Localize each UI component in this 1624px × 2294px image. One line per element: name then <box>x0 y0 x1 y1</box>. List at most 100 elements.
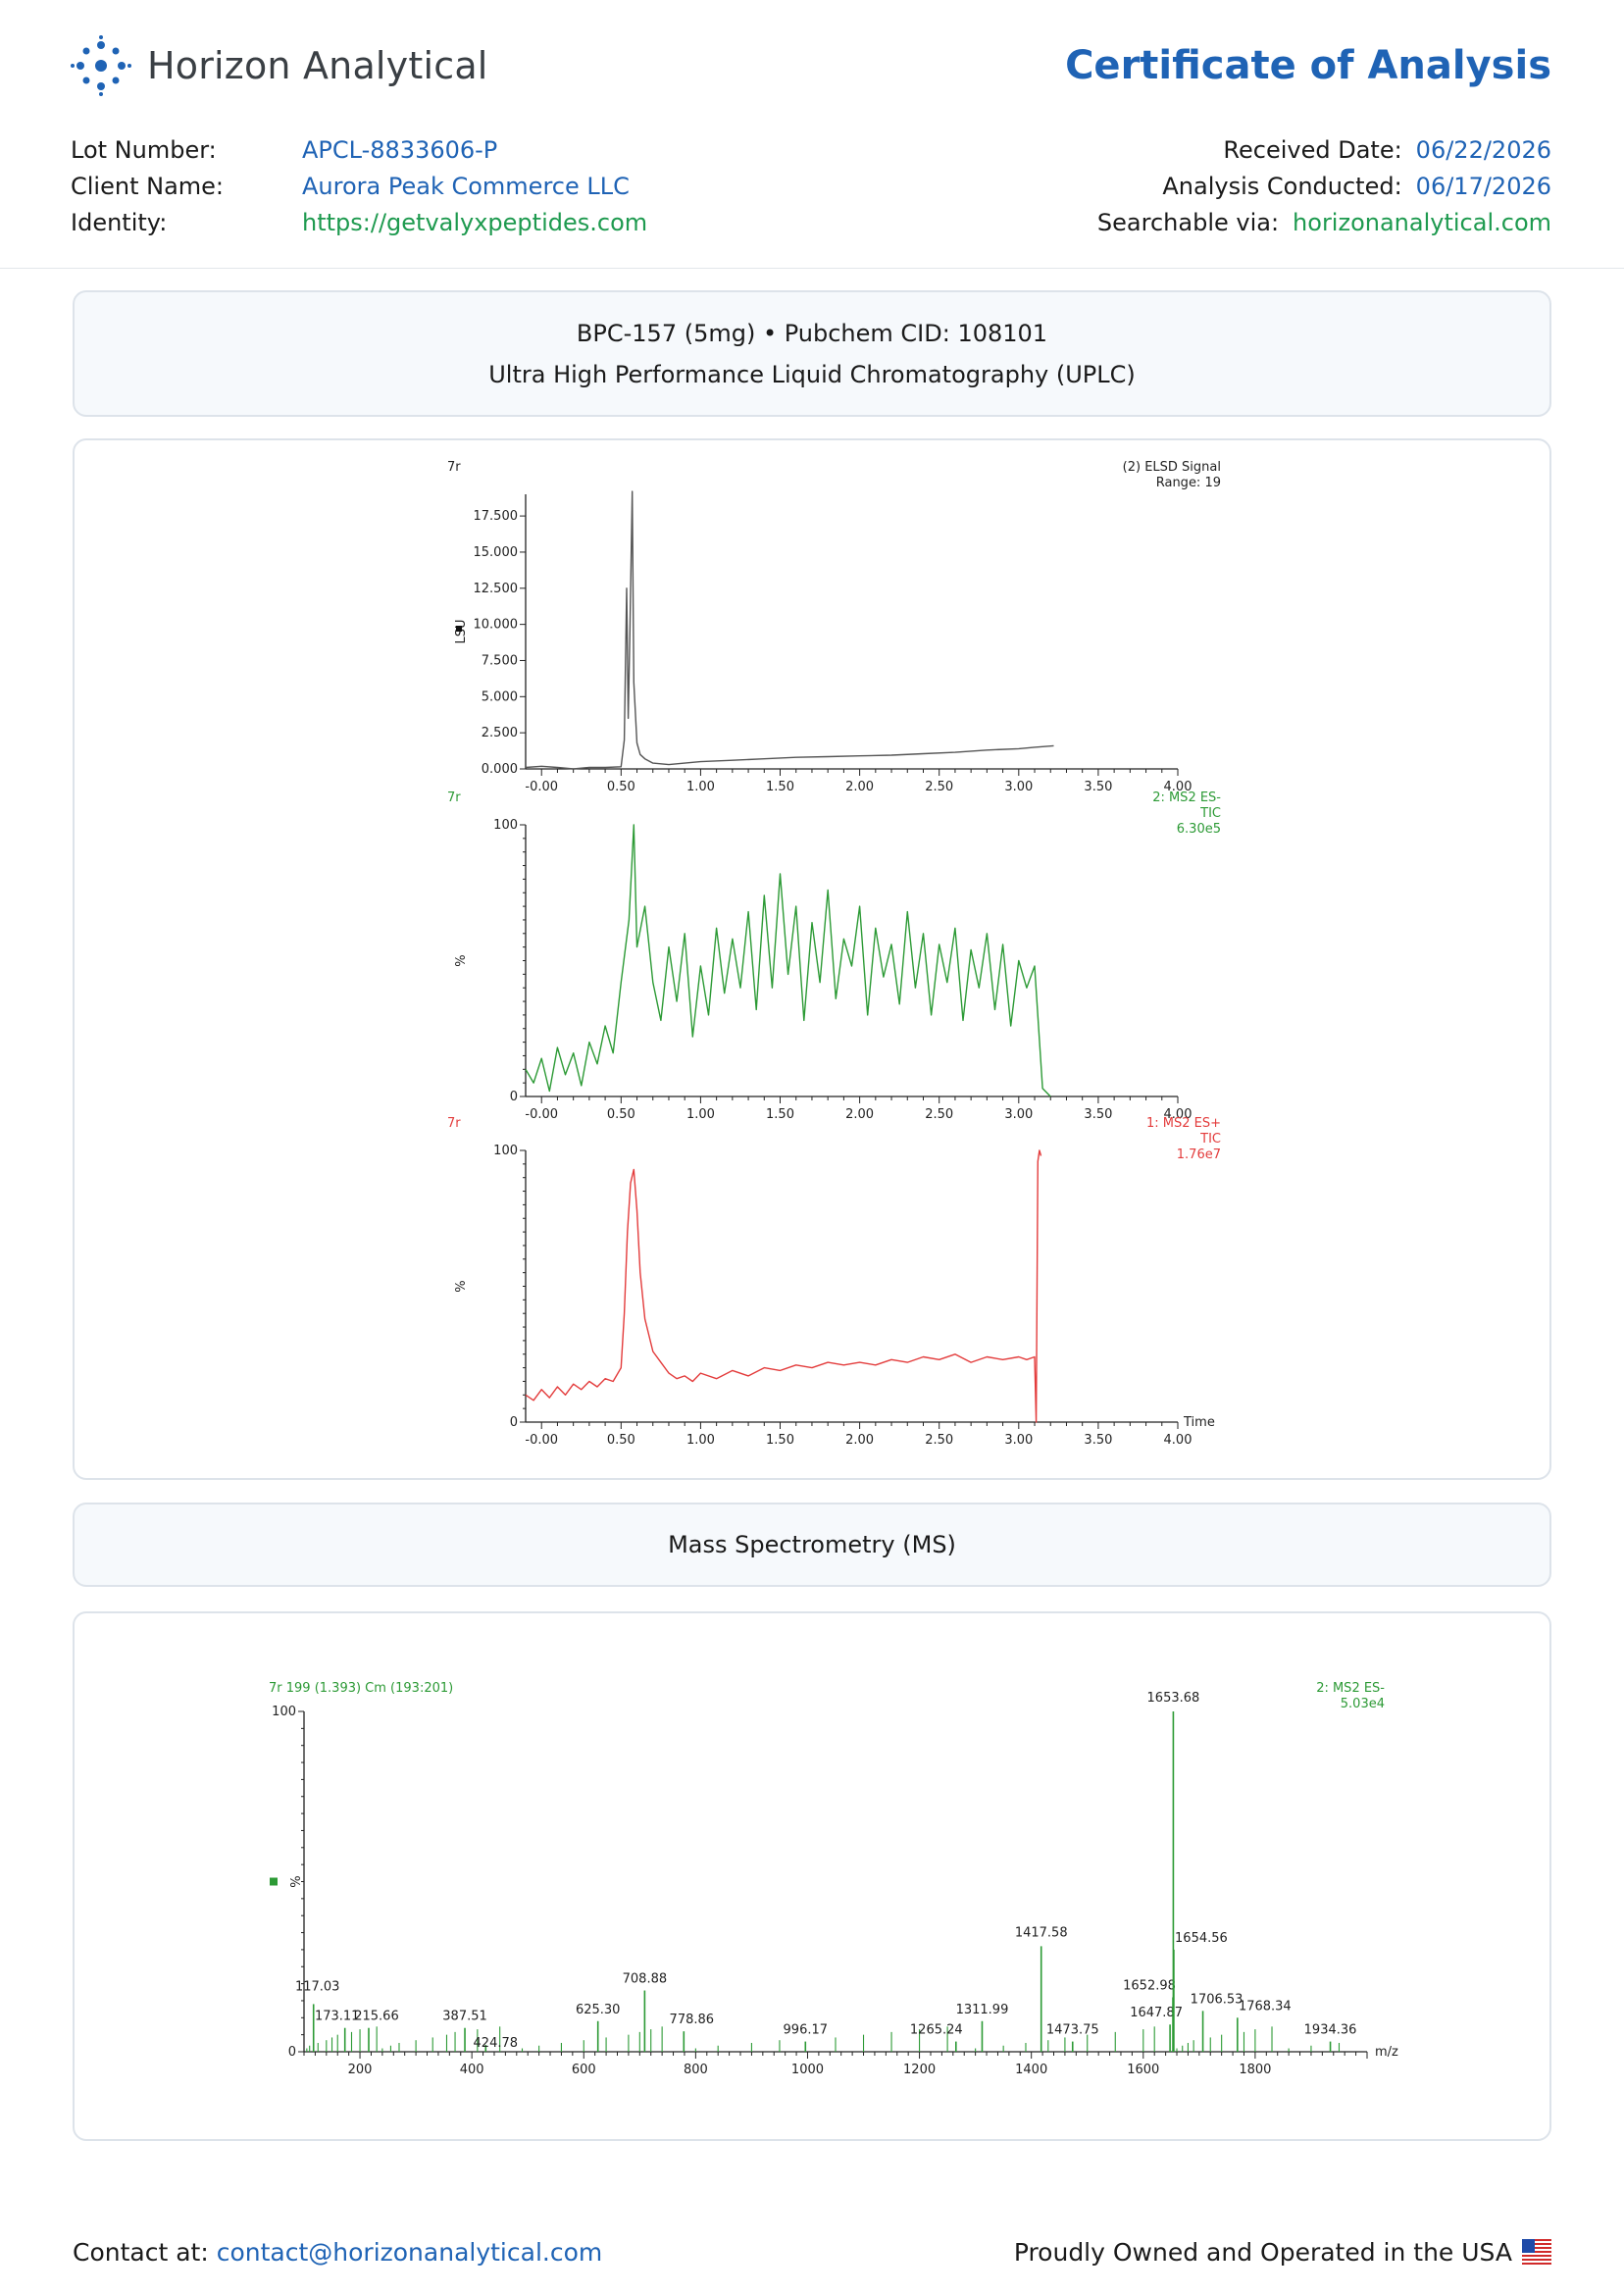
mass-spectrum-x-tick-label: 400 <box>460 2063 484 2077</box>
ms-es-minus-y-axis-label: % <box>454 954 469 966</box>
elsd-x-tick-label: 1.50 <box>766 780 794 794</box>
ms-es-plus-sample-label: 7r <box>447 1116 461 1131</box>
uplc-chart-panel: -0.00 0.50 1.00 1.50 2.00 2.50 3.00 3.50 4.00 0.0… <box>73 438 1551 1480</box>
ms-es-plus-trace-label: 1.76e7 <box>1177 1147 1221 1162</box>
ms-es-minus-y-tick-label: 0 <box>510 1090 518 1104</box>
searchable-label: Searchable via: <box>1096 209 1280 236</box>
ms-es-minus-trace-label: 6.30e5 <box>1177 822 1221 837</box>
analysis-date-value: 06/17/2026 <box>1415 173 1551 200</box>
received-date-row: Received Date: 06/22/2026 <box>1097 132 1551 169</box>
elsd-legend-marker <box>456 626 462 632</box>
mass-spectrum-x-tick-label: 1800 <box>1239 2063 1271 2077</box>
ms-es-plus-x-tick-label: 2.50 <box>925 1433 953 1448</box>
ms-es-minus-trace-label: 2: MS2 ES- <box>1152 790 1221 805</box>
tagline-text: Proudly Owned and Operated in the USA <box>1013 2237 1512 2267</box>
identity-label: Identity: <box>71 209 168 236</box>
ms-es-plus-trace-label: 1: MS2 ES+ <box>1146 1116 1221 1131</box>
ms-es-plus-x-tick-label: 1.00 <box>686 1433 715 1448</box>
mass-spectrum-trace-label: 5.03e4 <box>1341 1697 1385 1711</box>
ms-es-minus-x-tick-label: 2.00 <box>845 1107 874 1122</box>
analysis-date-row: Analysis Conducted: 06/17/2026 <box>1097 169 1551 205</box>
elsd-x-tick-label: 2.00 <box>845 780 874 794</box>
document-title: Certificate of Analysis <box>1065 43 1551 88</box>
client-name-value: Aurora Peak Commerce LLC <box>302 173 630 200</box>
mass-spectrum-peak-label: 1417.58 <box>1015 1925 1068 1940</box>
footer-contact: Contact at: contact@horizonanalytical.co… <box>73 2238 602 2267</box>
mass-spectrum-x-tick-label: 200 <box>348 2063 373 2077</box>
ms-es-minus-x-tick-label: 1.00 <box>686 1107 715 1122</box>
mass-spectrum-y-axis-label: % <box>289 1875 304 1887</box>
client-name-label: Client Name: <box>71 173 224 200</box>
mass-spectrum-x-axis-label: m/z <box>1375 2045 1398 2060</box>
compound-line: BPC-157 (5mg) • Pubchem CID: 108101 <box>576 319 1048 347</box>
searchable-link[interactable]: horizonanalytical.com <box>1293 209 1551 236</box>
ms-es-plus-x-tick-label: 1.50 <box>766 1433 794 1448</box>
lot-number-label: Lot Number: <box>71 136 217 164</box>
mass-spectrum-peak-label: 996.17 <box>784 2023 829 2038</box>
mass-spectrum-peak-label: 625.30 <box>576 2003 621 2017</box>
contact-email-link[interactable]: contact@horizonanalytical.com <box>216 2237 603 2267</box>
ms-es-plus-x-tick-label: 2.00 <box>845 1433 874 1448</box>
elsd-trace-label: (2) ELSD Signal <box>1123 460 1221 475</box>
mass-spectrum-peak-label: 1473.75 <box>1046 2023 1099 2038</box>
brand: Horizon Analytical <box>71 35 488 96</box>
elsd-y-tick-label: 17.500 <box>474 509 519 524</box>
brand-name: Horizon Analytical <box>147 44 488 87</box>
mass-spectrum-peak-label: 708.88 <box>623 1972 668 1987</box>
identity-link[interactable]: https://getvalyxpeptides.com <box>302 209 648 236</box>
mass-spectrum-y-tick-label: 100 <box>272 1705 296 1719</box>
footer-tagline: Proudly Owned and Operated in the USA <box>1014 2238 1551 2267</box>
elsd-y-tick-label: 7.500 <box>482 653 518 668</box>
ms-es-plus-y-tick-label: 100 <box>493 1144 518 1158</box>
meta-left: Lot Number: APCL-8833606-P Client Name: … <box>71 132 647 241</box>
lot-number-value: APCL-8833606-P <box>302 136 498 164</box>
mass-spectrum-peak-label: 1311.99 <box>956 2003 1009 2017</box>
mass-spectrum-peak-label: 215.66 <box>354 2010 399 2024</box>
mass-spectrum-x-tick-label: 600 <box>572 2063 596 2077</box>
elsd-x-tick-label: 3.00 <box>1004 780 1033 794</box>
elsd-x-tick-label: 4.00 <box>1164 780 1193 794</box>
mass-spectrum-peak-label: 1768.34 <box>1239 1999 1292 2014</box>
mass-spectrum-peak-label: 1934.36 <box>1304 2023 1357 2038</box>
ms-title-panel: Mass Spectrometry (MS) <box>73 1503 1551 1587</box>
mass-spectrum: 200 400 600 800 1000 1200 1400 1600 1800 0 100 7r 1… <box>269 1681 1398 2077</box>
elsd-trace-label: Range: 19 <box>1156 476 1221 490</box>
contact-label: Contact at: <box>73 2237 209 2267</box>
mass-spectrum-scan-label: 7r 199 (1.393) Cm (193:201) <box>269 1681 453 1696</box>
mass-spectrum-peak-label: 173.11 <box>315 2010 360 2024</box>
mass-spectrum-x-tick-label: 1600 <box>1127 2063 1159 2077</box>
mass-spectrum-x-tick-label: 1200 <box>903 2063 936 2077</box>
compound-panel: BPC-157 (5mg) • Pubchem CID: 108101 Ultr… <box>73 290 1551 417</box>
elsd-x-tick-label: 1.00 <box>686 780 715 794</box>
ms-es-plus-x-tick-label: 4.00 <box>1164 1433 1193 1448</box>
mass-spectrum-peak-label: 778.86 <box>670 2013 715 2027</box>
ms-es-plus-series-line <box>525 1149 1042 1423</box>
report-header: Horizon Analytical Certificate of Analys… <box>0 0 1624 269</box>
ms-es-plus-x-tick-label: -0.00 <box>525 1433 558 1448</box>
elsd-y-tick-label: 15.000 <box>474 545 519 560</box>
ms-es-minus-x-tick-label: 4.00 <box>1164 1107 1193 1122</box>
searchable-row: Searchable via: horizonanalytical.com <box>1097 205 1551 241</box>
ms-es-minus-x-tick-label: 3.00 <box>1004 1107 1033 1122</box>
ms-es-plus-y-axis-label: % <box>454 1280 469 1292</box>
mass-spectrum-y-tick-label: 0 <box>288 2045 296 2060</box>
mass-spectrum-x-tick-label: 1400 <box>1015 2063 1047 2077</box>
us-flag-icon <box>1522 2239 1551 2265</box>
mass-spectrum-peak-label: 1647.87 <box>1130 2006 1183 2020</box>
mass-spectrum-peak-label: 424.78 <box>474 2036 519 2051</box>
mass-spectrum-peak-label: 1654.56 <box>1175 1931 1228 1946</box>
ms-es-minus-x-tick-label: 3.50 <box>1084 1107 1112 1122</box>
uplc-chromatograms: -0.00 0.50 1.00 1.50 2.00 2.50 3.00 3.50 4.00 0.0… <box>447 460 1221 1448</box>
elsd-y-tick-label: 12.500 <box>474 582 519 596</box>
elsd-x-tick-label: -0.00 <box>525 780 558 794</box>
mass-spectrum-x-tick-label: 1000 <box>791 2063 824 2077</box>
client-name-row: Client Name: Aurora Peak Commerce LLC <box>71 169 647 205</box>
ms-es-minus-series-line <box>525 824 1051 1097</box>
footer: Contact at: contact@horizonanalytical.co… <box>73 2234 1551 2269</box>
mass-spectrum-trace-label: 2: MS2 ES- <box>1316 1681 1385 1696</box>
mass-spectrum-peak-label: 1653.68 <box>1147 1691 1200 1706</box>
elsd-x-tick-label: 0.50 <box>607 780 635 794</box>
received-date-label: Received Date: <box>1223 136 1402 164</box>
mass-spectrum-x-tick-label: 800 <box>684 2063 708 2077</box>
elsd-y-tick-label: 10.000 <box>474 618 519 633</box>
